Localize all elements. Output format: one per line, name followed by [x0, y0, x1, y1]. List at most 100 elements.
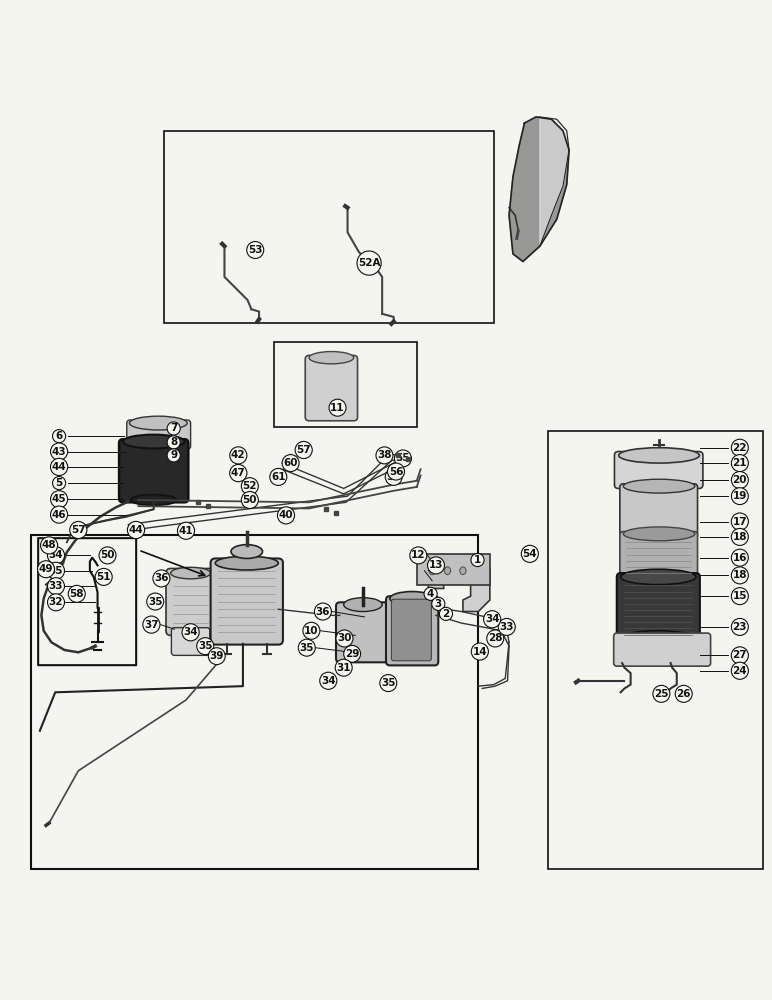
Text: 21: 21 [733, 458, 747, 468]
Text: 10: 10 [304, 626, 319, 636]
Text: 15: 15 [733, 591, 747, 601]
Text: 30: 30 [337, 633, 352, 643]
Text: 58: 58 [69, 589, 84, 599]
Text: 35: 35 [300, 643, 314, 653]
Text: 9: 9 [170, 450, 178, 460]
FancyBboxPatch shape [614, 633, 710, 666]
FancyBboxPatch shape [211, 558, 283, 645]
Text: 34: 34 [183, 627, 198, 637]
Text: 13: 13 [428, 560, 443, 570]
Ellipse shape [130, 495, 177, 505]
Text: 52A: 52A [358, 258, 381, 268]
Text: 55: 55 [396, 453, 410, 463]
FancyBboxPatch shape [615, 452, 703, 488]
Text: 33: 33 [49, 581, 63, 591]
Text: 54: 54 [523, 549, 537, 559]
Ellipse shape [390, 592, 435, 605]
Text: 44: 44 [52, 462, 66, 472]
Text: 57: 57 [71, 525, 86, 535]
Text: 18: 18 [733, 532, 747, 542]
Text: 37: 37 [144, 620, 159, 630]
Text: 34: 34 [321, 676, 336, 686]
FancyBboxPatch shape [417, 554, 490, 585]
Text: 7: 7 [170, 423, 178, 433]
Text: 57: 57 [296, 445, 311, 455]
Text: 38: 38 [378, 450, 391, 460]
Text: 1: 1 [474, 555, 481, 565]
Text: 29: 29 [345, 649, 359, 659]
Text: 22: 22 [733, 443, 747, 453]
Ellipse shape [632, 571, 686, 583]
Text: 43: 43 [52, 447, 66, 457]
Text: 31: 31 [337, 663, 351, 673]
Text: 59: 59 [387, 472, 401, 482]
FancyBboxPatch shape [171, 628, 210, 655]
Text: 50: 50 [100, 550, 115, 560]
Ellipse shape [623, 527, 695, 541]
Text: 45: 45 [52, 494, 66, 504]
Text: 46: 46 [52, 510, 66, 520]
Text: 51: 51 [96, 572, 111, 582]
Text: 49: 49 [39, 564, 53, 574]
Polygon shape [509, 117, 569, 262]
Text: 20: 20 [733, 475, 747, 485]
Text: 19: 19 [733, 491, 747, 501]
Text: 5: 5 [56, 478, 63, 488]
FancyBboxPatch shape [127, 420, 191, 449]
Text: 3: 3 [435, 599, 442, 609]
Text: 27: 27 [733, 650, 747, 660]
FancyBboxPatch shape [620, 532, 698, 580]
Ellipse shape [621, 569, 696, 585]
Text: 35: 35 [49, 566, 63, 576]
Text: 2: 2 [442, 609, 449, 619]
FancyBboxPatch shape [620, 484, 698, 538]
Text: 23: 23 [733, 622, 747, 632]
Polygon shape [540, 117, 569, 246]
Text: 44: 44 [129, 525, 144, 535]
Text: 53: 53 [248, 245, 262, 255]
Text: 33: 33 [499, 622, 514, 632]
Text: 34: 34 [485, 614, 499, 624]
FancyBboxPatch shape [386, 596, 438, 665]
Text: 41: 41 [178, 526, 193, 536]
Ellipse shape [123, 435, 185, 448]
FancyBboxPatch shape [617, 573, 700, 642]
Text: 36: 36 [316, 607, 330, 617]
Text: 42: 42 [231, 450, 245, 460]
Text: 47: 47 [231, 468, 245, 478]
Text: 6: 6 [56, 431, 63, 441]
Text: 50: 50 [242, 495, 257, 505]
Text: 16: 16 [733, 553, 747, 563]
Text: 17: 17 [733, 517, 747, 527]
Text: 34: 34 [49, 550, 63, 560]
Text: 48: 48 [42, 540, 56, 550]
FancyBboxPatch shape [119, 439, 188, 502]
Text: 8: 8 [170, 437, 178, 447]
Text: 61: 61 [271, 472, 286, 482]
FancyBboxPatch shape [166, 568, 215, 635]
FancyBboxPatch shape [391, 599, 432, 661]
Ellipse shape [623, 479, 695, 493]
FancyBboxPatch shape [305, 355, 357, 421]
Text: 40: 40 [279, 510, 293, 520]
Text: 35: 35 [148, 597, 162, 607]
Text: 52: 52 [242, 481, 257, 491]
Text: 14: 14 [472, 647, 487, 657]
Text: 35: 35 [198, 641, 212, 651]
Ellipse shape [130, 416, 187, 430]
Text: 32: 32 [49, 597, 63, 607]
Ellipse shape [618, 448, 699, 463]
Ellipse shape [445, 567, 451, 575]
Ellipse shape [215, 556, 279, 570]
Text: 12: 12 [411, 550, 425, 560]
Ellipse shape [649, 450, 669, 458]
Text: 36: 36 [154, 573, 168, 583]
Ellipse shape [231, 545, 262, 558]
Polygon shape [428, 558, 490, 612]
Ellipse shape [429, 567, 435, 575]
Ellipse shape [625, 480, 694, 492]
Text: 24: 24 [733, 666, 747, 676]
Text: 39: 39 [209, 651, 224, 661]
Text: 28: 28 [488, 633, 503, 643]
Text: 26: 26 [676, 689, 691, 699]
